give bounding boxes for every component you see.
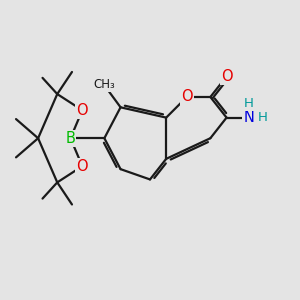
Text: CH₃: CH₃ (94, 78, 115, 91)
Text: O: O (76, 103, 88, 118)
Text: O: O (181, 89, 193, 104)
Text: O: O (221, 69, 232, 84)
Text: B: B (66, 131, 75, 146)
Text: N: N (243, 110, 254, 125)
Text: H: H (258, 111, 268, 124)
Text: O: O (76, 159, 88, 174)
Text: H: H (244, 97, 254, 110)
